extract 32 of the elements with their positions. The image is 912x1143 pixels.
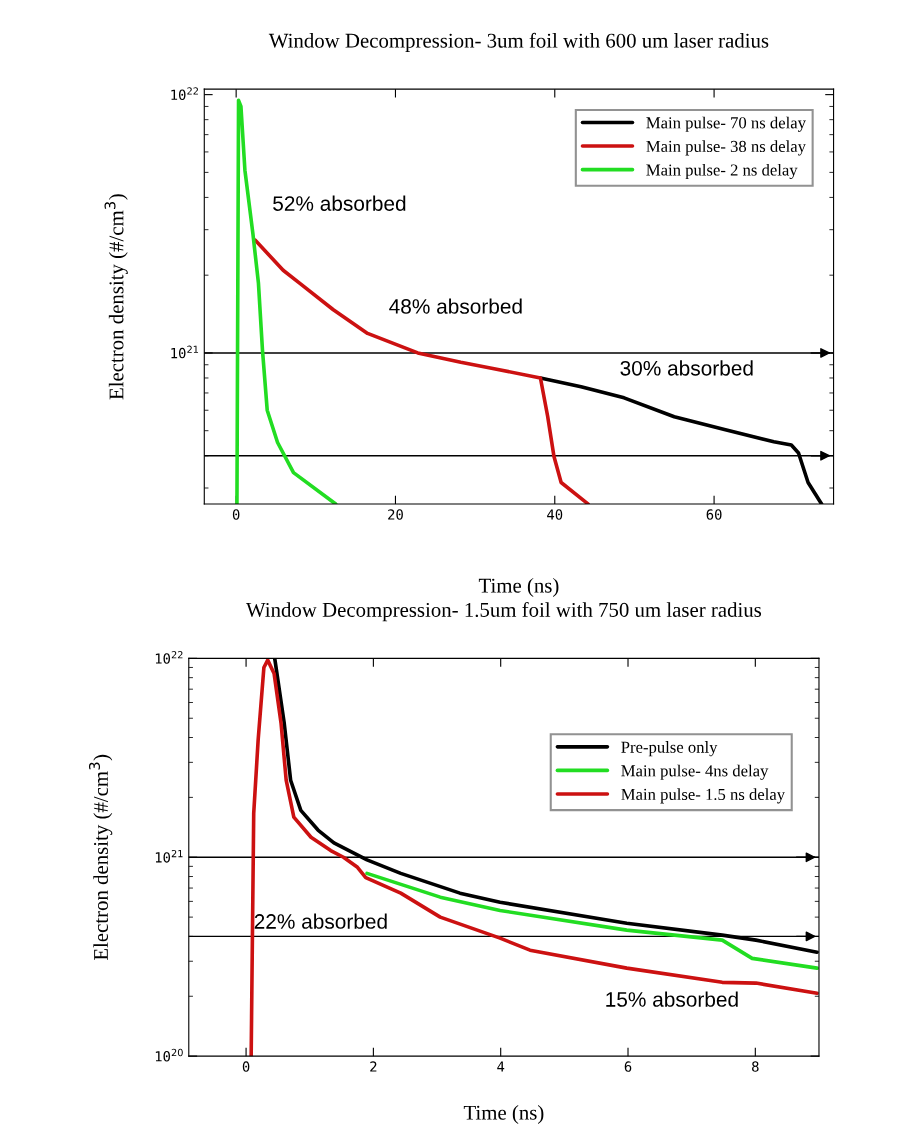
chart-title: Window Decompression- 1.5um foil with 750 um laser radius [245, 602, 762, 622]
x-tick-label: 2 [370, 1061, 377, 1072]
y-tick-label: 10$^{22}$ [171, 87, 198, 101]
x-tick-label: 0 [232, 509, 240, 520]
line-series [253, 238, 591, 505]
x-tick-label: 0 [242, 1061, 250, 1072]
x-tick-label: 40 [547, 509, 563, 520]
y-tick-label: 10$^{20}$ [155, 1048, 183, 1062]
legend-label: Pre-pulse only [621, 741, 718, 757]
annotation: 52% absorbed [273, 195, 406, 211]
annotation: 15% absorbed [606, 991, 738, 1007]
annotation: 48% absorbed [389, 298, 522, 314]
x-tick-label: 4 [497, 1061, 505, 1072]
legend-label: Main pulse- 1.5 ns delay [621, 788, 785, 804]
y-tick-label: 10$^{21}$ [171, 345, 199, 359]
legend-label: Main pulse- 38 ns delay [646, 140, 806, 156]
legend-label: Main pulse- 70 ns delay [646, 116, 806, 132]
x-axis-title: Time (ns) [478, 578, 559, 597]
legend-label: Main pulse- 2 ns delay [646, 163, 798, 180]
y-axis-title: Electron density (#/cm$^{3}$) [88, 754, 113, 961]
x-tick-label: 60 [706, 509, 722, 520]
x-tick-label: 20 [388, 509, 403, 520]
y-tick-label: 10$^{22}$ [155, 651, 183, 664]
legend-label: Main pulse- 4ns delay [621, 764, 769, 780]
annotation: 22% absorbed [254, 913, 387, 929]
x-tick-label: 8 [752, 1061, 759, 1072]
x-tick-label: 6 [624, 1061, 632, 1072]
y-axis-title: Electron density (#/cm$^{3}$) [104, 194, 128, 400]
x-axis-title: Time (ns) [463, 1105, 544, 1124]
chart-title: Window Decompression- 3um foil with 600 um laser radius [268, 32, 769, 52]
y-tick-label: 10$^{21}$ [155, 849, 183, 863]
annotation: 30% absorbed [620, 360, 753, 376]
